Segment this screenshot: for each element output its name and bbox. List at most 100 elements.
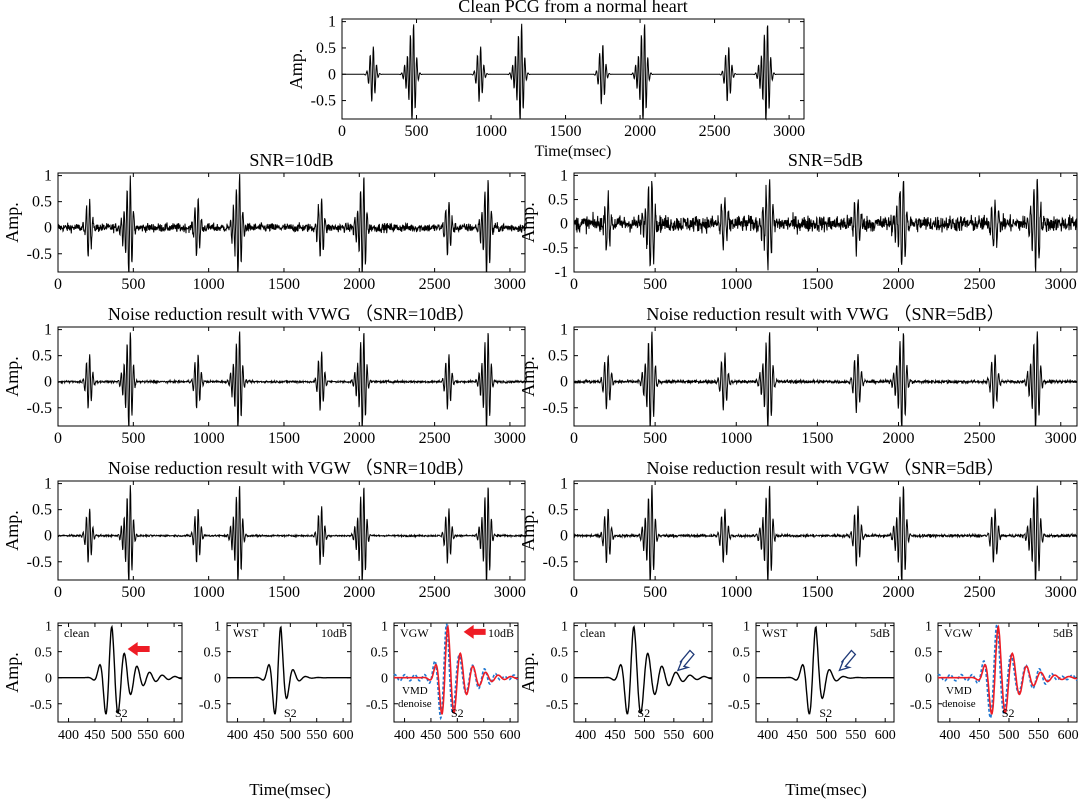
- x-tick-label: 2000: [343, 276, 375, 293]
- y-tick-label: 0.5: [915, 646, 933, 661]
- y-tick-label: 0: [560, 374, 568, 391]
- x-tick-label: 0: [54, 276, 62, 293]
- axes-frame: [937, 622, 1078, 723]
- x-tick-label: 550: [137, 728, 158, 743]
- y-tick-label: 0.5: [548, 502, 568, 519]
- s2-label: S2: [115, 706, 128, 720]
- vmd-label: VMD: [402, 685, 428, 697]
- y-axis-label: Amp.: [518, 652, 538, 693]
- x-tick-label: 500: [643, 430, 667, 447]
- y-tick-label: -0.5: [27, 246, 52, 263]
- x-tick-label: 450: [969, 728, 990, 743]
- x-tick-label: 1000: [720, 584, 752, 601]
- panel-1: 0 500 1000 1500 2000 2500 3000-0.500.51Amp.SNR…: [2, 150, 526, 293]
- y-tick-label: 1: [560, 322, 568, 339]
- y-tick-label: 1: [45, 620, 52, 635]
- signal-line: [573, 331, 1078, 427]
- x-tick-label: 600: [333, 728, 354, 743]
- x-tick-label: 550: [663, 728, 684, 743]
- x-tick-label: 3000: [494, 276, 526, 293]
- x-tick-label: 0: [54, 584, 62, 601]
- s2-label: S2: [637, 706, 650, 720]
- panel-title: Clean PCG from a normal heart: [458, 0, 687, 16]
- x-tick-label: 450: [84, 728, 105, 743]
- snr-label: 5dB: [870, 626, 890, 640]
- y-tick-label: -0.5: [199, 698, 221, 713]
- y-tick-label: 0: [925, 672, 932, 687]
- y-tick-label: 0: [44, 220, 52, 237]
- annotation-label: clean: [64, 626, 89, 640]
- x-tick-label: 400: [575, 728, 596, 743]
- y-axis-label: Amp.: [286, 49, 306, 90]
- red-arrow: [463, 624, 486, 639]
- x-tick-label: 0: [570, 584, 578, 601]
- axes-frame: [755, 622, 895, 723]
- annotation-label: WST: [762, 626, 788, 640]
- s2-label: S2: [451, 706, 464, 720]
- y-axis-label: Amp.: [518, 202, 538, 243]
- y-tick-label: -1: [555, 264, 568, 281]
- x-tick-label: 3000: [1045, 584, 1077, 601]
- x-tick-label: 600: [500, 728, 521, 743]
- x-tick-label: 500: [998, 728, 1019, 743]
- x-tick-label: 2000: [883, 276, 915, 293]
- y-tick-label: 1: [925, 620, 932, 635]
- x-tick-label: 3000: [494, 584, 526, 601]
- panel-10: 400 450 500 550 600 -0.5 0 0.5 1 Amp. clean S2: [518, 620, 714, 743]
- x-tick-label: 450: [787, 728, 808, 743]
- x-axis-label: Time(msec): [535, 143, 612, 160]
- y-tick-label: -0.5: [311, 93, 336, 110]
- panel-8: 400 450 500 550 600 -0.5 0 0.5 1 WST 10dB S2: [199, 620, 354, 743]
- y-tick-label: -0.5: [728, 698, 750, 713]
- signal-line: [756, 625, 894, 715]
- signal-line: [57, 331, 526, 427]
- x-tick-label: 1000: [193, 584, 225, 601]
- x-tick-label: 2000: [624, 123, 656, 140]
- y-tick-label: 0.5: [204, 646, 222, 661]
- y-tick-label: 0.5: [548, 348, 568, 365]
- y-tick-label: 0.5: [551, 646, 569, 661]
- x-tick-label: 2000: [883, 430, 915, 447]
- x-tick-label: 600: [164, 728, 185, 743]
- panel-title: Noise reduction result with VGW （SNR=5dB…: [647, 458, 1005, 478]
- x-axis-label-right: Time(msec): [785, 780, 867, 799]
- annotation-label: WST: [233, 626, 259, 640]
- y-tick-label: 0.5: [32, 194, 52, 211]
- y-tick-label: -0.5: [27, 400, 52, 417]
- y-tick-label: 0: [45, 672, 52, 687]
- annotation-label: VGW: [944, 626, 973, 640]
- y-tick-label: 0: [381, 672, 388, 687]
- x-tick-label: 2500: [419, 430, 451, 447]
- hollow-arrow: [838, 649, 857, 672]
- x-tick-label: 400: [939, 728, 960, 743]
- x-tick-label: 1500: [268, 276, 300, 293]
- x-tick-label: 400: [757, 728, 778, 743]
- x-tick-label: 550: [845, 728, 866, 743]
- signal-line: [57, 173, 526, 273]
- y-tick-label: 0: [328, 66, 336, 83]
- x-tick-label: 2000: [343, 584, 375, 601]
- y-tick-label: -0.5: [546, 698, 568, 713]
- y-tick-label: 0: [560, 528, 568, 545]
- y-tick-label: 1: [44, 322, 52, 339]
- y-tick-label: 1: [560, 167, 568, 184]
- x-tick-label: 500: [816, 728, 837, 743]
- x-tick-label: 3000: [773, 123, 805, 140]
- axes-frame: [57, 172, 526, 273]
- panel-title: Noise reduction result with VGW （SNR=10d…: [108, 458, 475, 478]
- x-tick-label: 2500: [699, 123, 731, 140]
- s2-label: S2: [1002, 706, 1015, 720]
- x-tick-label: 1000: [720, 276, 752, 293]
- y-tick-label: 0.5: [35, 646, 53, 661]
- y-tick-label: 1: [381, 620, 388, 635]
- y-tick-label: 0.5: [371, 646, 389, 661]
- x-tick-label: 400: [227, 728, 248, 743]
- axes-frame: [341, 18, 805, 120]
- x-tick-label: 1000: [720, 430, 752, 447]
- x-tick-label: 2000: [343, 430, 375, 447]
- axes-frame: [57, 622, 183, 723]
- y-axis-label: Amp.: [2, 202, 22, 243]
- axes-frame: [57, 480, 526, 581]
- x-tick-label: 500: [643, 276, 667, 293]
- y-tick-label: -0.5: [27, 554, 52, 571]
